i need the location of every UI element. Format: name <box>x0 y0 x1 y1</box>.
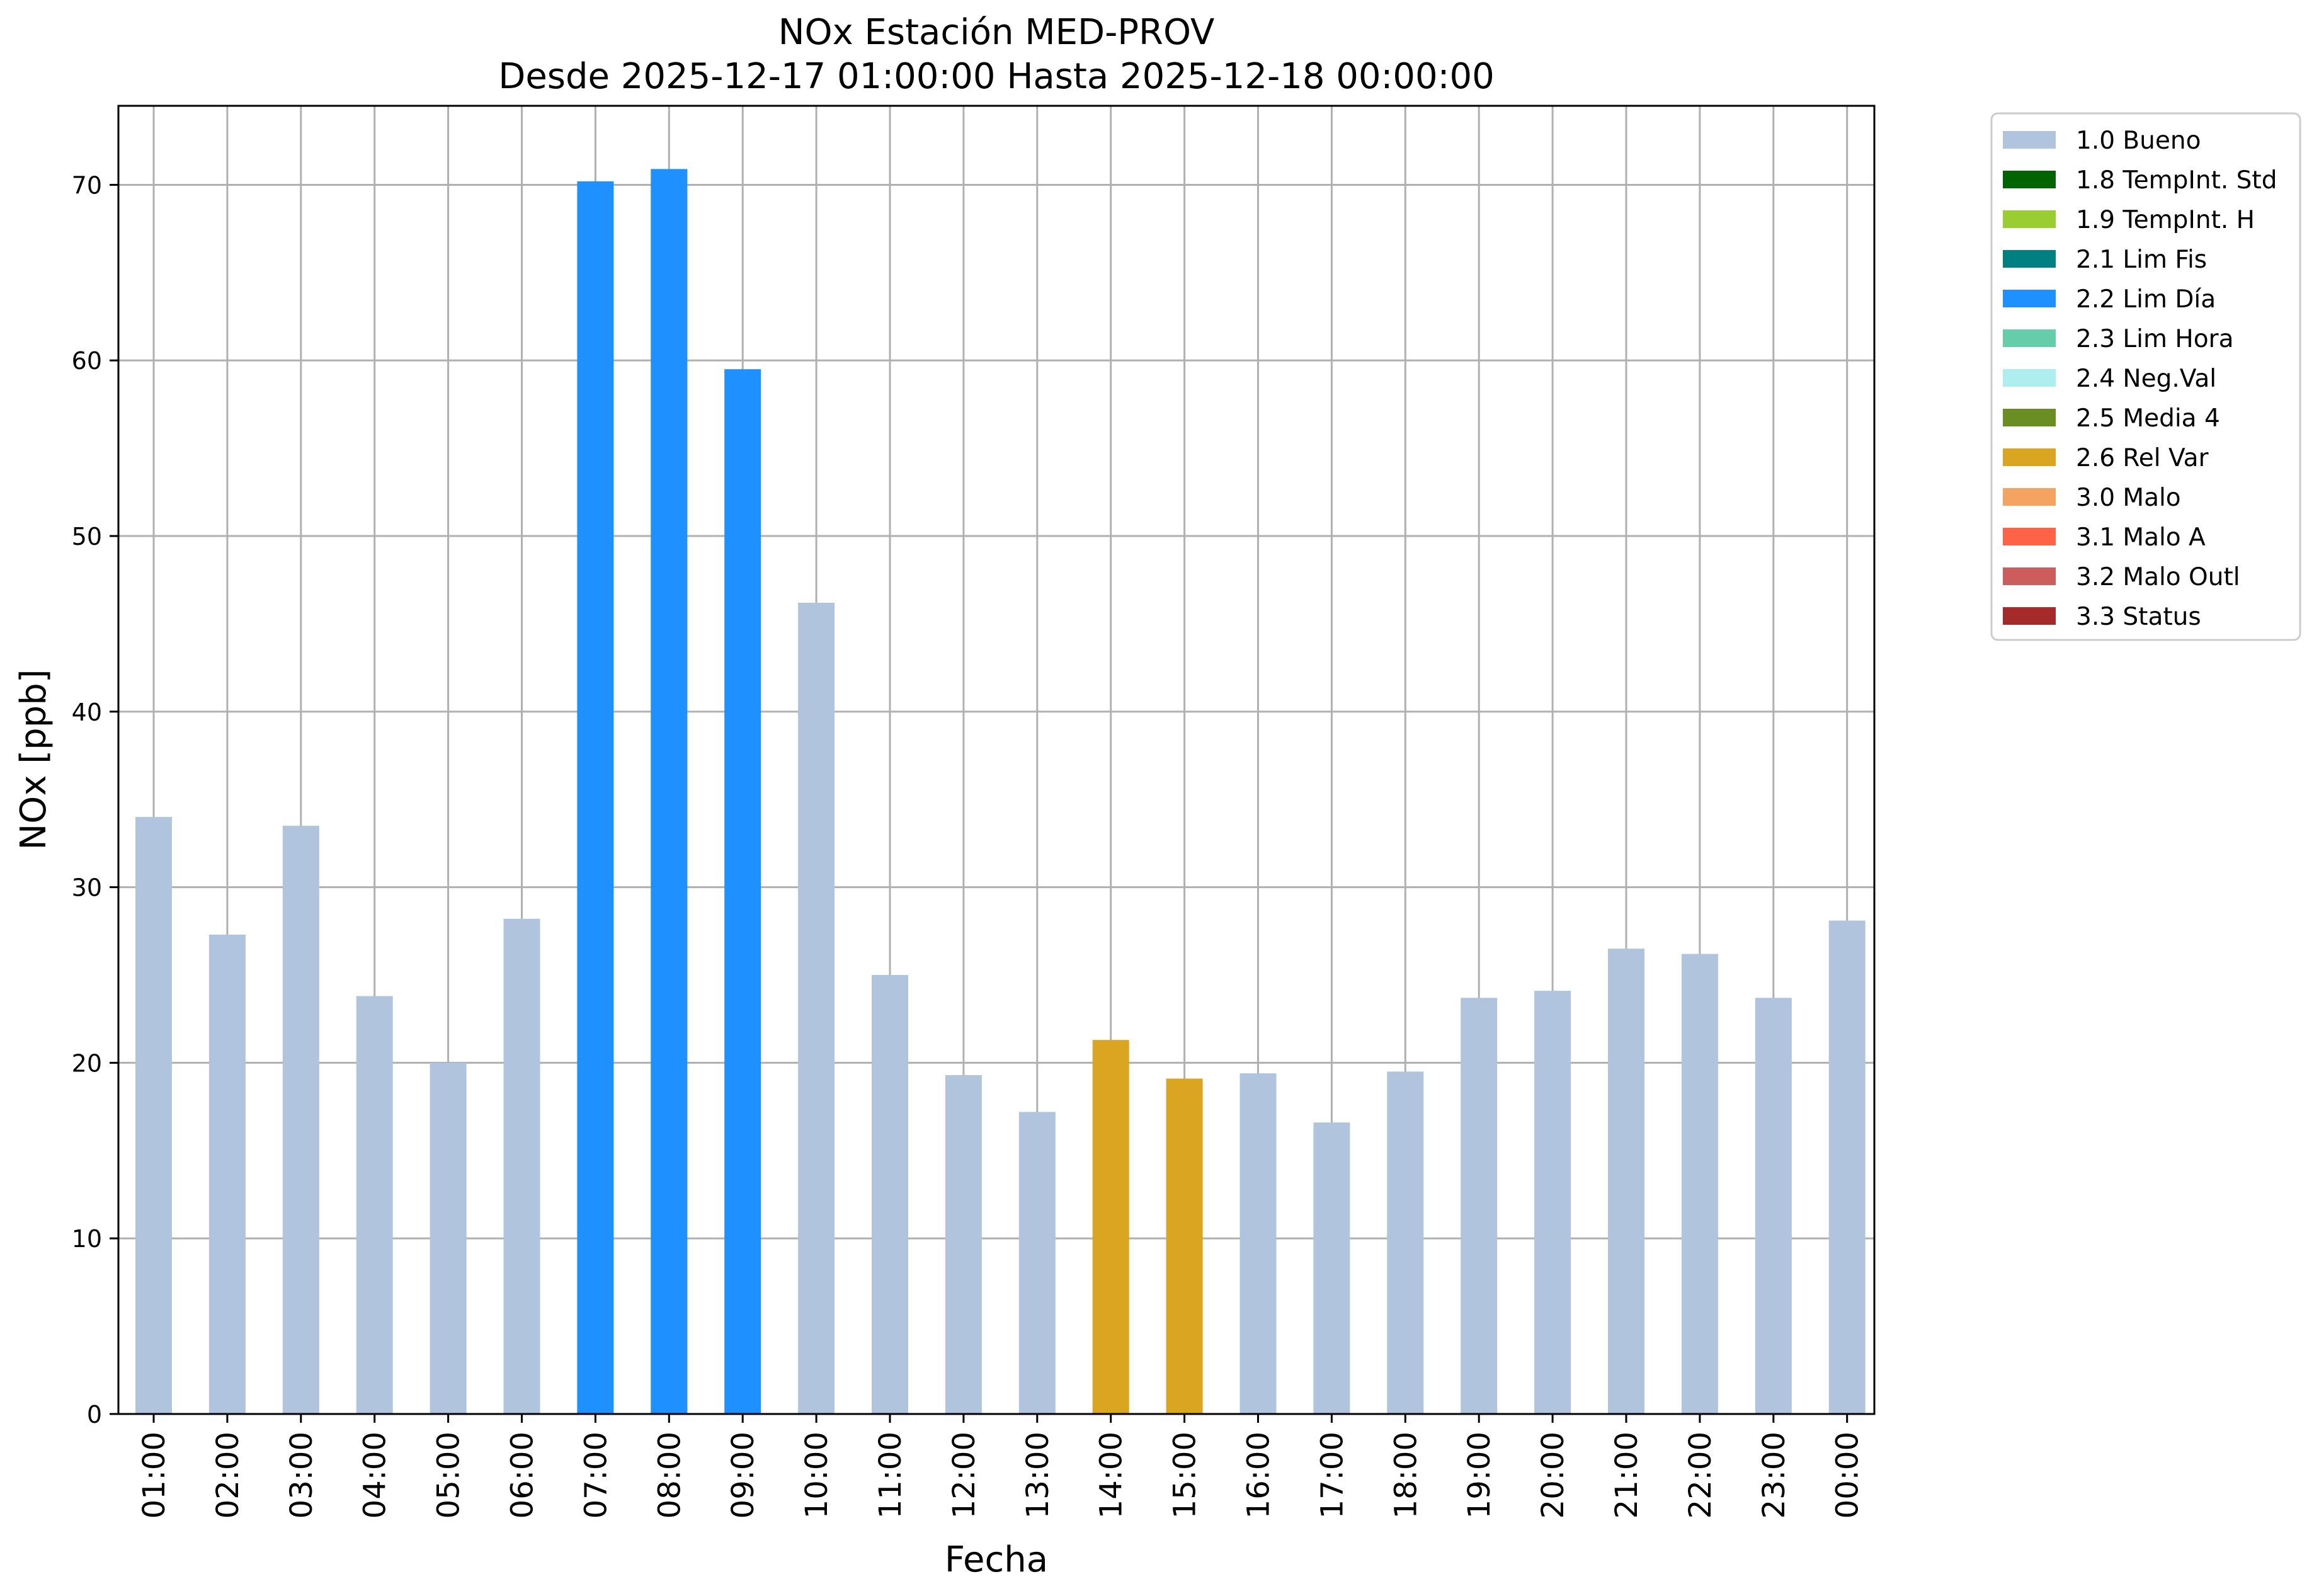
y-axis-ticks: 0 10 20 30 40 50 60 70 <box>72 171 118 1428</box>
legend-label: 2.2 Lim Día <box>2076 285 2216 314</box>
legend-label: 2.4 Neg.Val <box>2076 365 2216 393</box>
x-tick-label: 04:00 <box>358 1432 393 1519</box>
bar-19:00 <box>1461 998 1498 1414</box>
x-tick-label: 16:00 <box>1241 1432 1277 1519</box>
legend-label: 2.3 Lim Hora <box>2076 325 2234 353</box>
bar-17:00 <box>1313 1122 1350 1414</box>
bar-10:00 <box>798 602 835 1414</box>
x-tick-label: 02:00 <box>210 1432 246 1519</box>
x-tick-label: 14:00 <box>1094 1432 1129 1519</box>
bar-04:00 <box>356 996 393 1414</box>
chart-title: NOx Estación MED-PROV <box>778 12 1215 53</box>
bar-01:00 <box>135 817 172 1414</box>
legend-swatch <box>2003 607 2056 625</box>
legend-label: 3.3 Status <box>2076 603 2201 631</box>
legend-label: 1.8 TempInt. Std <box>2076 166 2277 195</box>
x-tick-label: 07:00 <box>578 1432 613 1519</box>
legend-entries: 1.0 Bueno 1.8 TempInt. Std 1.9 TempInt. H 2… <box>2003 127 2277 631</box>
legend-swatch <box>2003 369 2056 387</box>
legend-label: 3.0 Malo <box>2076 484 2181 512</box>
bar-03:00 <box>282 826 319 1414</box>
bar-22:00 <box>1681 954 1718 1414</box>
x-tick-label: 21:00 <box>1609 1432 1644 1519</box>
bar-18:00 <box>1387 1071 1424 1414</box>
legend-swatch <box>2003 448 2056 466</box>
x-tick-label: 06:00 <box>505 1432 540 1519</box>
bar-14:00 <box>1092 1040 1129 1414</box>
x-tick-label: 08:00 <box>652 1432 687 1519</box>
y-tick-label: 0 <box>87 1401 102 1428</box>
legend-swatch <box>2003 567 2056 585</box>
x-tick-label: 03:00 <box>284 1432 319 1519</box>
bar-20:00 <box>1534 991 1571 1414</box>
bar-21:00 <box>1608 949 1644 1414</box>
x-tick-label: 17:00 <box>1314 1432 1350 1519</box>
bar-09:00 <box>724 369 761 1414</box>
x-tick-label: 20:00 <box>1536 1432 1571 1519</box>
bars <box>135 169 1866 1415</box>
bar-13:00 <box>1018 1112 1056 1414</box>
x-tick-label: 19:00 <box>1462 1432 1497 1519</box>
x-tick-label: 15:00 <box>1168 1432 1203 1519</box>
x-tick-label: 10:00 <box>799 1432 835 1519</box>
bar-08:00 <box>651 169 688 1414</box>
bar-23:00 <box>1755 998 1792 1414</box>
bar-07:00 <box>577 181 614 1415</box>
bar-00:00 <box>1828 920 1866 1414</box>
legend-swatch <box>2003 250 2056 268</box>
legend-swatch <box>2003 171 2056 188</box>
y-tick-label: 10 <box>72 1225 102 1253</box>
x-tick-label: 22:00 <box>1683 1432 1718 1519</box>
legend-label: 1.9 TempInt. H <box>2076 206 2255 234</box>
legend-swatch <box>2003 290 2056 307</box>
y-tick-label: 30 <box>72 874 102 902</box>
bar-02:00 <box>208 934 246 1414</box>
legend: 1.0 Bueno 1.8 TempInt. Std 1.9 TempInt. H 2… <box>1990 112 2301 641</box>
plot-frame <box>117 105 1876 1415</box>
x-tick-label: 23:00 <box>1757 1432 1792 1519</box>
bar-05:00 <box>430 1063 467 1414</box>
legend-swatch <box>2003 488 2056 506</box>
x-tick-label: 11:00 <box>873 1432 908 1519</box>
y-tick-label: 60 <box>72 347 102 375</box>
legend-swatch <box>2003 528 2056 545</box>
legend-label: 3.1 Malo A <box>2076 523 2206 552</box>
bar-16:00 <box>1239 1073 1277 1414</box>
x-tick-label: 09:00 <box>726 1432 761 1519</box>
bar-12:00 <box>945 1074 982 1414</box>
bar-15:00 <box>1166 1078 1203 1414</box>
y-tick-label: 20 <box>72 1049 102 1077</box>
y-tick-label: 70 <box>72 171 102 199</box>
legend-label: 1.0 Bueno <box>2076 127 2201 155</box>
y-axis-label: NOx [ppb] <box>13 669 54 850</box>
bar-11:00 <box>872 975 908 1414</box>
legend-swatch <box>2003 329 2056 347</box>
x-axis-label: Fecha <box>945 1539 1048 1580</box>
x-tick-label: 12:00 <box>947 1432 982 1519</box>
legend-label: 2.1 Lim Fis <box>2076 246 2207 274</box>
x-tick-label: 00:00 <box>1830 1432 1866 1519</box>
y-tick-label: 40 <box>72 698 102 726</box>
legend-swatch <box>2003 131 2056 149</box>
x-axis-ticks: 01:00 02:00 03:00 04:00 05:00 06:00 07:00 08:00… <box>137 1414 1866 1519</box>
bar-06:00 <box>503 918 540 1414</box>
y-tick-label: 50 <box>72 523 102 550</box>
legend-swatch <box>2003 409 2056 426</box>
x-tick-label: 18:00 <box>1388 1432 1423 1519</box>
legend-swatch <box>2003 210 2056 228</box>
legend-label: 2.6 Rel Var <box>2076 444 2209 472</box>
legend-label: 3.2 Malo Outl <box>2076 563 2240 591</box>
legend-label: 2.5 Media 4 <box>2076 404 2220 433</box>
x-tick-label: 05:00 <box>431 1432 467 1519</box>
legend-frame <box>1990 112 2301 641</box>
chart-subtitle: Desde 2025-12-17 01:00:00 Hasta 2025-12-… <box>498 56 1495 97</box>
x-tick-label: 13:00 <box>1020 1432 1056 1519</box>
x-tick-label: 01:00 <box>137 1432 172 1519</box>
